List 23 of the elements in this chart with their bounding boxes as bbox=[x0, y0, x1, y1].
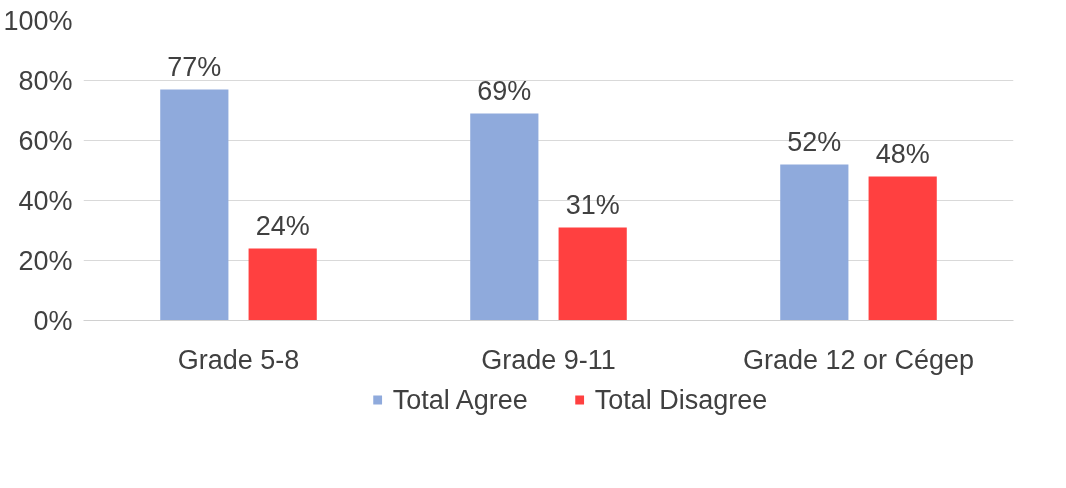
y-tick-label: 80% bbox=[18, 65, 73, 96]
bar bbox=[868, 176, 937, 321]
text: 69% bbox=[477, 75, 532, 106]
bar bbox=[558, 227, 627, 321]
x-tick-label: Grade 5-8 bbox=[177, 344, 300, 375]
bar bbox=[160, 89, 229, 321]
text: 24% bbox=[255, 210, 310, 241]
legend-label: Total Disagree bbox=[594, 384, 768, 415]
y-tick-label: 40% bbox=[18, 185, 73, 216]
bar bbox=[248, 248, 317, 321]
text: 48% bbox=[875, 138, 930, 169]
bar bbox=[780, 164, 849, 321]
text: 31% bbox=[565, 189, 620, 220]
x-tick-label: Grade 12 or Cégep bbox=[742, 344, 975, 375]
text: 52% bbox=[787, 126, 842, 157]
legend-label: Total Agree bbox=[392, 384, 528, 415]
y-tick-label: 0% bbox=[33, 305, 73, 336]
x-tick-label: Grade 9-11 bbox=[481, 344, 616, 375]
y-tick-label: 20% bbox=[18, 245, 73, 276]
text: 77% bbox=[167, 51, 222, 82]
y-tick-label: 60% bbox=[18, 125, 73, 156]
bar bbox=[470, 113, 539, 321]
y-tick-label: 100% bbox=[3, 5, 73, 36]
